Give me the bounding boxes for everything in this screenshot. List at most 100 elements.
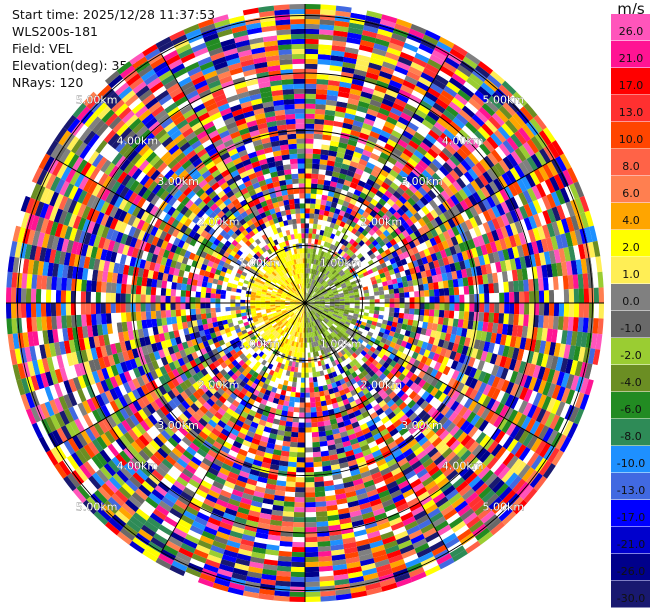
gate [362,286,369,291]
gate [559,153,572,170]
gate [401,430,412,441]
gate [305,188,311,194]
gate [361,30,378,39]
gate [483,155,495,169]
gate [362,315,369,320]
gate [449,334,457,343]
gate [295,316,299,322]
gate [337,288,343,293]
gate [335,230,342,237]
gate [314,481,325,488]
gate [105,479,119,494]
gate [367,284,374,290]
gate [452,180,463,192]
gate [532,364,541,379]
gate [364,391,373,400]
gate [526,156,539,171]
gate [361,362,369,370]
gate [310,352,314,358]
gate [392,449,403,459]
gate [320,287,326,292]
gate [358,365,366,373]
gate [527,229,537,243]
gate [419,454,431,465]
gate [449,473,462,486]
gate [318,295,324,299]
gate [309,258,313,264]
gate [450,194,460,206]
gate [485,242,493,254]
gate [276,565,292,572]
gate [345,175,354,183]
gate [433,121,447,133]
gate [357,353,365,360]
gate [355,141,366,150]
gate [296,337,300,343]
gate [313,461,323,468]
gate [325,499,337,507]
gate [316,84,328,90]
gate [312,293,317,297]
gate [211,402,221,412]
gate [322,281,328,287]
gate [310,284,314,290]
gate [295,342,299,348]
gate [327,155,337,162]
gate [401,405,411,415]
gate [232,388,241,396]
gate [334,353,341,360]
gate [349,198,358,206]
gate [364,373,372,381]
gate [246,379,254,387]
gate [314,336,318,342]
gate [445,158,457,170]
gate [374,306,380,311]
gate [357,338,364,345]
gate [551,221,561,236]
gate [333,234,339,241]
gate [266,416,275,424]
gate [246,514,260,523]
gate [317,380,323,387]
gate [463,423,475,435]
gate [446,358,454,368]
gate [344,449,355,458]
gate [349,278,356,283]
gate [308,296,313,300]
gate [569,183,580,200]
gate [509,196,519,210]
gate [318,426,326,432]
gate [329,418,338,425]
gate [305,332,307,338]
gate [392,147,403,157]
gate [374,420,384,429]
gate [330,463,341,471]
gate [326,278,331,283]
gate [412,393,422,404]
gate [172,527,188,539]
gate [379,298,385,303]
gate [326,328,332,334]
ray-51 [305,303,441,577]
gate [374,299,380,303]
gate [320,359,326,366]
gate [238,366,245,374]
gate [335,588,351,596]
gate [460,144,472,157]
gate [301,312,303,318]
gate [371,232,380,240]
gate [265,483,277,491]
gate [329,282,335,287]
gate [402,130,414,140]
gate [360,444,370,452]
gate [473,369,482,381]
gate [306,263,310,269]
gate [537,211,547,226]
gate [481,103,496,117]
gate [327,190,335,198]
gate [386,218,394,227]
gate [490,332,497,344]
gate [353,425,362,434]
gate [324,269,329,275]
gate [263,405,272,413]
